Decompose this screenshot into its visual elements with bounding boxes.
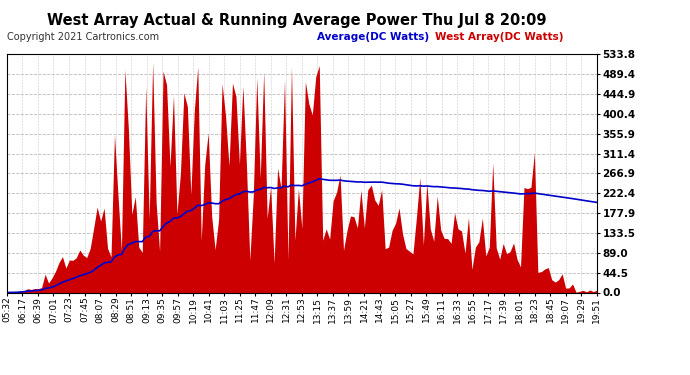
Text: West Array(DC Watts): West Array(DC Watts): [435, 32, 563, 42]
Text: Average(DC Watts): Average(DC Watts): [317, 32, 429, 42]
Text: West Array Actual & Running Average Power Thu Jul 8 20:09: West Array Actual & Running Average Powe…: [47, 13, 546, 28]
Text: Copyright 2021 Cartronics.com: Copyright 2021 Cartronics.com: [7, 32, 159, 42]
